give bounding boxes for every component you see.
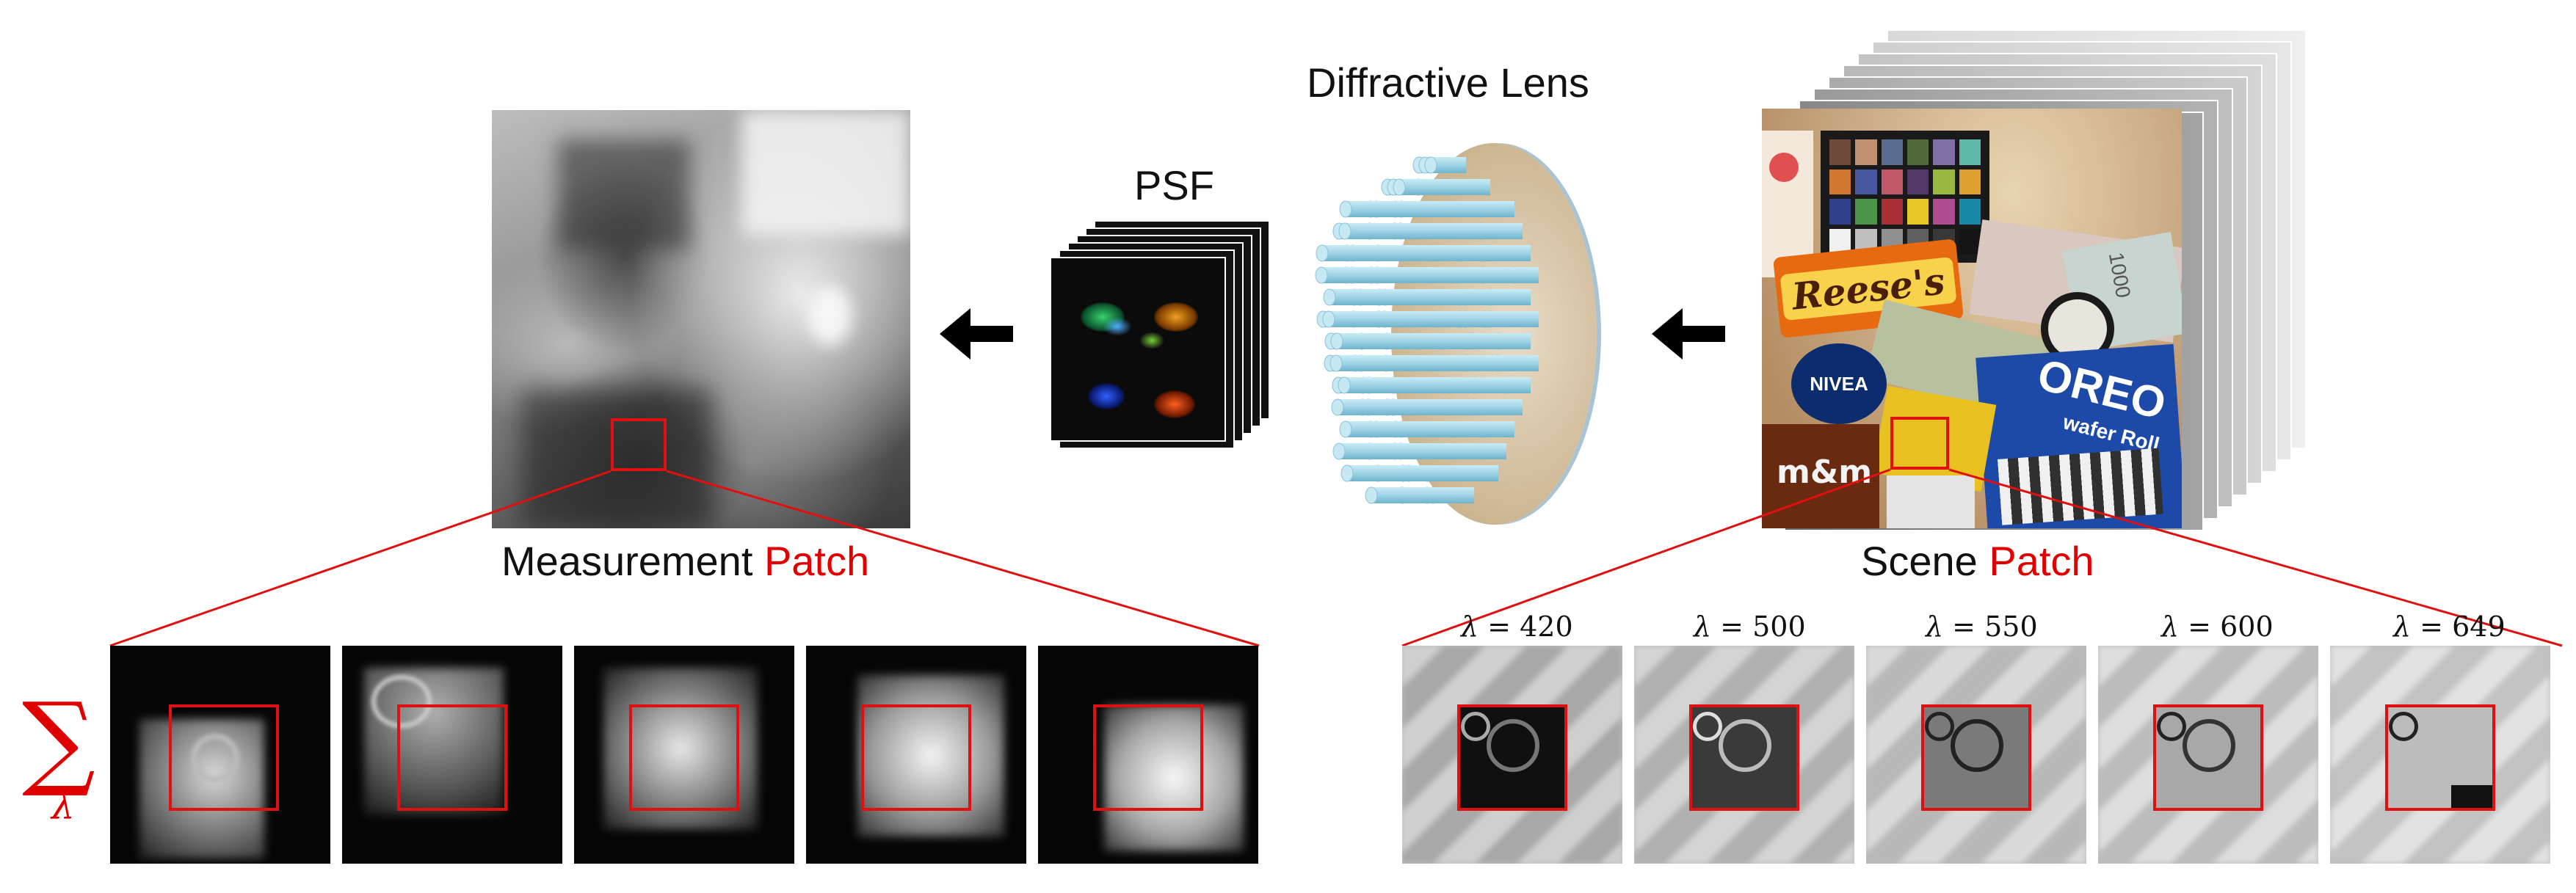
lens-pillar-cap — [1338, 376, 1351, 394]
lens-pillar — [1345, 223, 1377, 239]
scene-patch-label: Scene Patch — [1861, 538, 2094, 584]
lens-pillar-cap — [1315, 266, 1328, 284]
psf-front — [1050, 257, 1226, 442]
lens-pillar-cap — [1393, 178, 1406, 196]
diffractive-lens — [1296, 136, 1619, 532]
measurement-subpatch — [342, 646, 562, 864]
scene-subpatch — [2098, 646, 2318, 864]
sum-subscript: λ — [51, 785, 75, 828]
measurement-subpatch — [110, 646, 330, 864]
lens-pillar — [1322, 245, 1369, 261]
lens-pillar — [1329, 289, 1369, 305]
diffractive-lens-label: Diffractive Lens — [1307, 59, 1589, 106]
measurement-patch-label: Measurement Patch — [501, 538, 870, 584]
scene-subpatch — [1402, 646, 1622, 864]
color-checker — [1821, 131, 1989, 263]
measurement-subpatch — [806, 646, 1026, 864]
lens-pillar-cap — [1339, 200, 1352, 218]
lens-pillar — [1329, 311, 1361, 327]
lens-pillar — [1346, 201, 1385, 217]
wavelength-label: λ = 600 — [2161, 610, 2274, 643]
lens-pillar-cap — [1331, 398, 1344, 416]
scene-subpatch — [1866, 646, 2086, 864]
scene-subpatch — [1634, 646, 1854, 864]
lens-pillar-cap — [1322, 310, 1335, 328]
scene-patch-box — [1890, 417, 1949, 470]
lens-pillar — [1339, 443, 1393, 459]
lens-pillar — [1337, 333, 1369, 349]
lens-pillar — [1346, 421, 1385, 437]
lens-pillar-cap — [1329, 354, 1343, 372]
nivea-tin: NIVEA — [1791, 343, 1887, 424]
measurement-image — [492, 110, 910, 528]
wavelength-label: λ = 420 — [1461, 610, 1573, 643]
arrow-left-icon — [940, 308, 1013, 360]
sum-symbol: ∑ — [22, 681, 95, 801]
lens-pillar-cap — [1338, 222, 1352, 240]
lens-pillar-cap — [1339, 420, 1352, 438]
wavelength-label: λ = 550 — [1926, 610, 2038, 643]
lens-pillar-cap — [1340, 464, 1354, 482]
lens-pillar — [1336, 355, 1361, 371]
lens-pillar — [1344, 377, 1369, 393]
scene-stack: Reese's 1000 NIVEA OREO wafer Roll m&m — [1762, 29, 2307, 543]
lens-pillar-cap — [1424, 156, 1437, 174]
lens-pillar — [1371, 487, 1426, 503]
psf-label: PSF — [1134, 162, 1214, 208]
lens-pillar-cap — [1365, 486, 1378, 504]
lens-pillars — [1315, 156, 1539, 504]
wavelength-label: λ = 649 — [2393, 610, 2506, 643]
scene-subpatch — [2330, 646, 2550, 864]
lens-pillar-cap — [1323, 288, 1336, 306]
lens-pillar-cap — [1330, 332, 1343, 350]
lens-pillar-cap — [1316, 244, 1329, 262]
scene-image: Reese's 1000 NIVEA OREO wafer Roll m&m — [1762, 109, 2182, 528]
measurement-subpatch — [1038, 646, 1258, 864]
lens-pillar — [1338, 399, 1377, 415]
arrow-left-icon — [1652, 308, 1725, 360]
measurement-patch-box — [611, 418, 667, 471]
lens-pillar-cap — [1332, 442, 1346, 460]
psf-stack — [1050, 220, 1270, 449]
lens-pillar — [1321, 267, 1361, 283]
mm-pack: m&m — [1762, 424, 1879, 528]
lens-pillar — [1347, 465, 1401, 481]
measurement-subpatch — [574, 646, 794, 864]
wavelength-label: λ = 500 — [1694, 610, 1806, 643]
